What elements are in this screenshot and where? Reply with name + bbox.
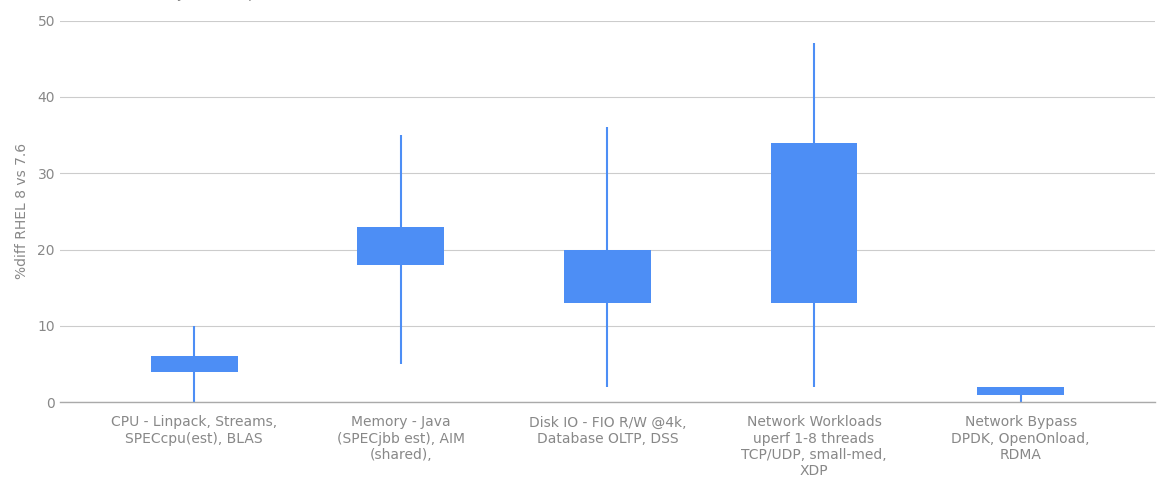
Bar bbox=[564, 249, 651, 303]
Bar bbox=[357, 227, 445, 265]
Bar bbox=[771, 142, 858, 303]
Bar bbox=[151, 356, 238, 372]
Y-axis label: %diff RHEL 8 vs 7.6: %diff RHEL 8 vs 7.6 bbox=[15, 143, 29, 280]
Bar bbox=[977, 387, 1064, 394]
Text: (Base on Intel Skylake 32-cpu, 384 GB mem, Intel 10Gb nic, Intel P100 NvME): (Base on Intel Skylake 32-cpu, 384 GB me… bbox=[60, 0, 598, 1]
